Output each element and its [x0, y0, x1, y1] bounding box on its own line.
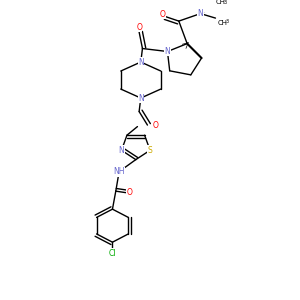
Text: CH: CH [215, 0, 226, 4]
Text: N: N [198, 9, 203, 18]
Text: O: O [153, 121, 159, 130]
Text: 3: 3 [224, 1, 227, 5]
Text: NH: NH [113, 167, 125, 176]
Text: Cl: Cl [109, 249, 116, 258]
Text: O: O [160, 10, 166, 19]
Text: S: S [148, 146, 152, 155]
Text: N: N [165, 47, 170, 56]
Text: N: N [138, 58, 144, 67]
Text: CH: CH [217, 20, 227, 26]
Text: N: N [118, 146, 124, 155]
Text: N: N [138, 94, 144, 103]
Text: O: O [136, 23, 142, 32]
Text: O: O [127, 188, 133, 197]
Text: 3: 3 [226, 19, 229, 24]
Text: N: N [138, 58, 144, 67]
